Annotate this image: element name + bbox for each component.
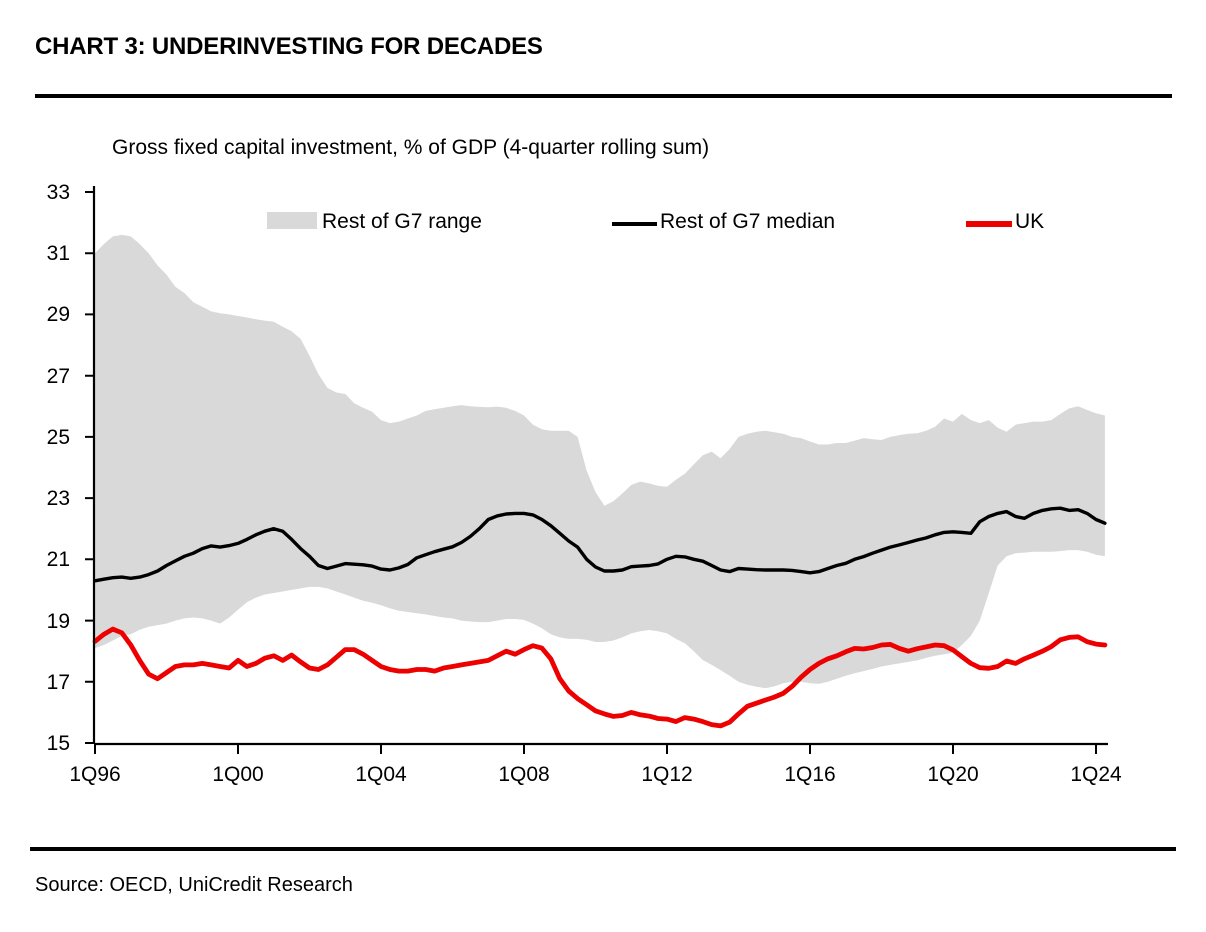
y-axis-ticks <box>85 191 94 744</box>
x-tick-label: 1Q08 <box>498 763 549 786</box>
x-axis-ticks <box>94 744 1097 754</box>
x-tick-label: 1Q24 <box>1070 763 1122 786</box>
page-title: CHART 3: UNDERINVESTING FOR DECADES <box>35 33 543 60</box>
y-tick-label: 29 <box>47 303 70 326</box>
x-tick-label: 1Q20 <box>927 763 978 786</box>
y-tick-label: 33 <box>47 181 70 204</box>
y-tick-label: 23 <box>47 487 70 510</box>
source-text: Source: OECD, UniCredit Research <box>35 874 353 896</box>
x-tick-label: 1Q00 <box>212 763 263 786</box>
chart-subtitle: Gross fixed capital investment, % of GDP… <box>112 136 710 159</box>
y-tick-label: 15 <box>47 732 70 755</box>
source-rule <box>30 847 1176 851</box>
legend-label-g7-range: Rest of G7 range <box>322 210 482 233</box>
uk-line <box>92 626 1108 729</box>
x-tick-label: 1Q96 <box>69 763 120 786</box>
y-tick-label: 25 <box>47 426 70 449</box>
uk-swatch <box>966 221 1012 227</box>
legend-label-g7-median: Rest of G7 median <box>660 210 836 233</box>
y-tick-label: 19 <box>47 610 70 633</box>
y-tick-label: 27 <box>47 365 70 388</box>
g7-median-line <box>93 506 1107 583</box>
y-tick-label: 31 <box>47 242 70 265</box>
title-rule <box>35 94 1172 98</box>
x-tick-label: 1Q12 <box>641 763 692 786</box>
y-tick-label: 21 <box>47 548 70 571</box>
x-tick-label: 1Q16 <box>784 763 835 786</box>
g7-median-swatch <box>612 222 657 226</box>
g7-range-swatch <box>267 212 317 229</box>
g7-range-band <box>95 234 1105 689</box>
y-tick-label: 17 <box>47 671 70 694</box>
x-tick-label: 1Q04 <box>355 763 407 786</box>
legend-label-uk: UK <box>1015 210 1045 233</box>
